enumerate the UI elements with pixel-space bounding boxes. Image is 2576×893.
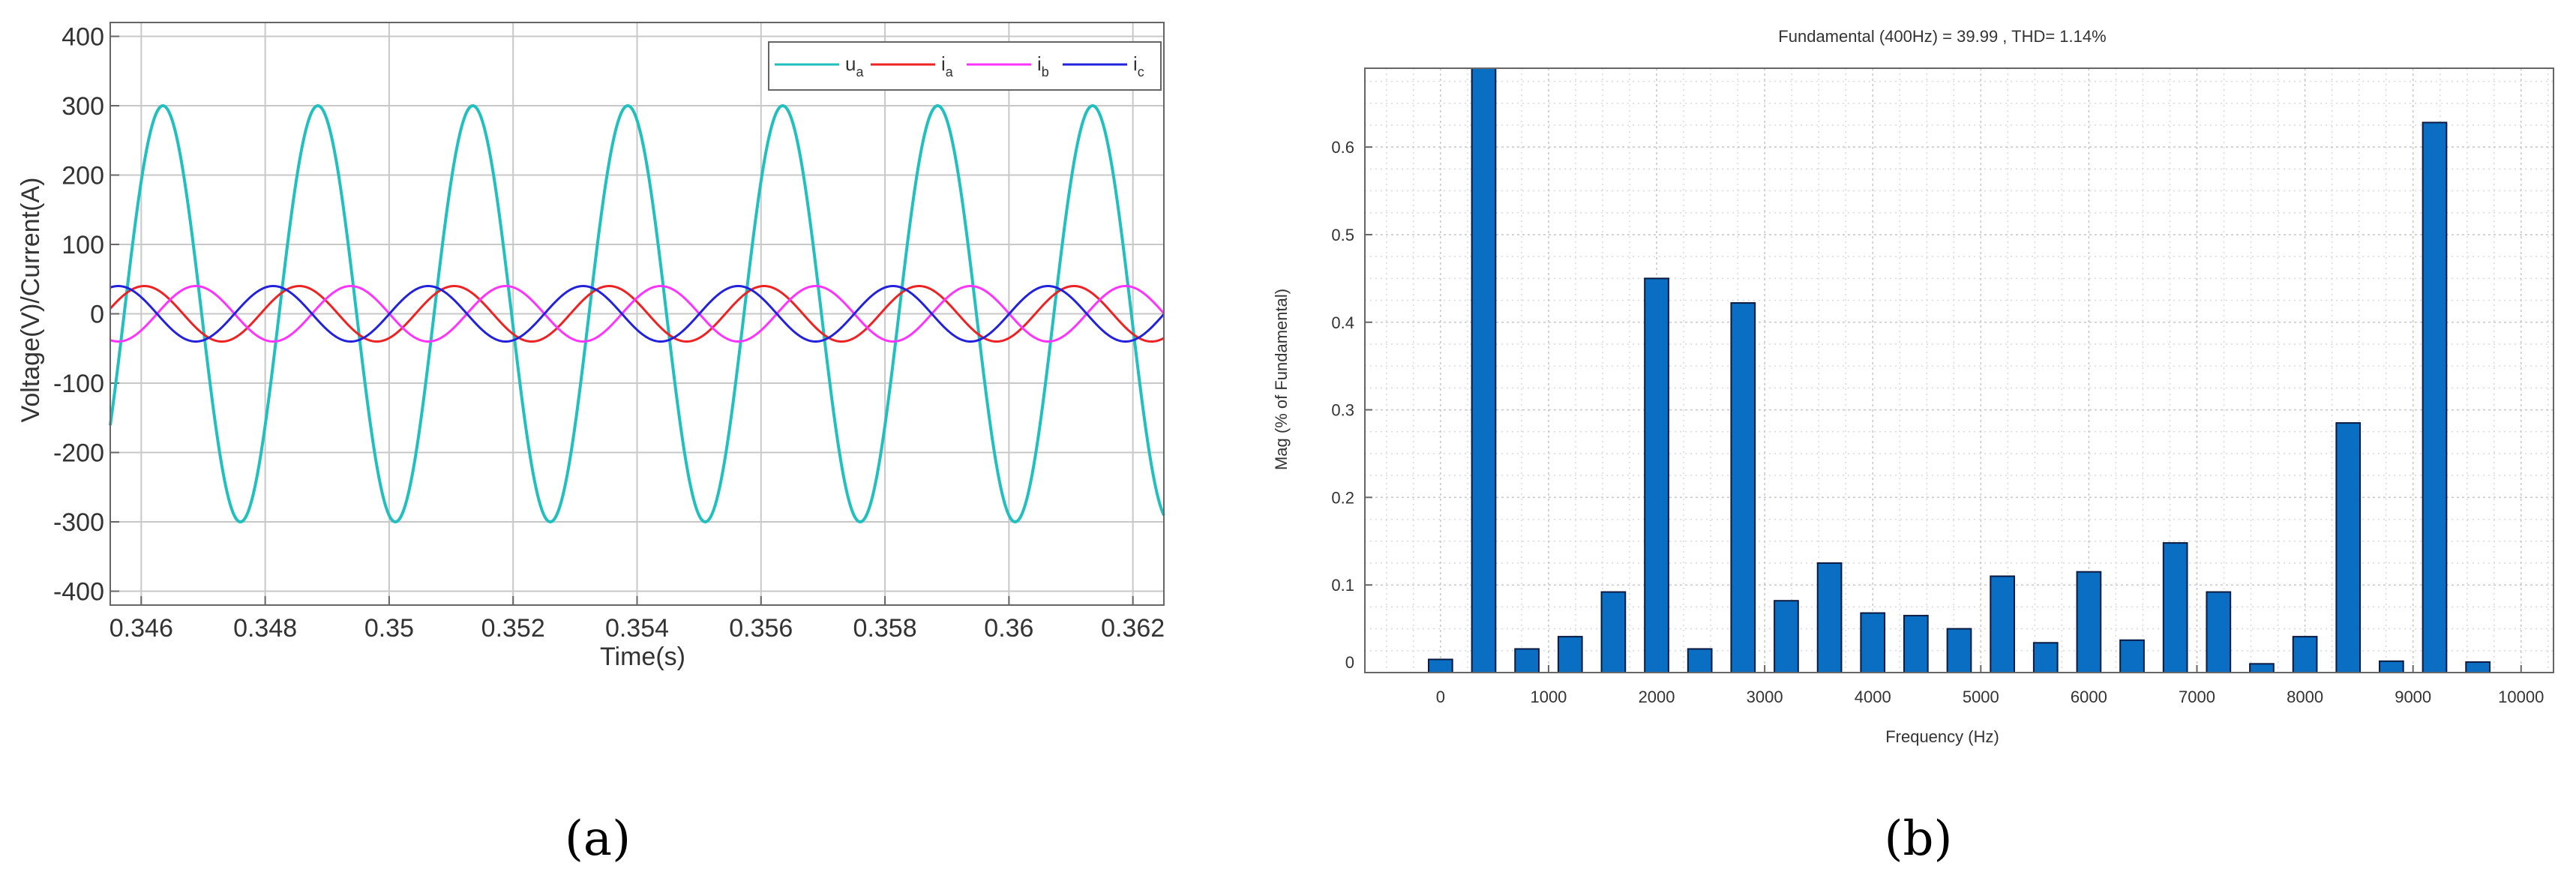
bar bbox=[1600, 591, 1627, 673]
bar bbox=[1471, 67, 1497, 673]
x-tick-label: 6000 bbox=[2071, 688, 2107, 706]
x-tick-label: 9000 bbox=[2395, 688, 2431, 706]
y-tick-label: 100 bbox=[61, 231, 104, 259]
x-tick-label: 10000 bbox=[2498, 688, 2544, 706]
x-tick-label: 5000 bbox=[1963, 688, 1999, 706]
bar bbox=[2335, 422, 2362, 674]
x-tick-label: 0.356 bbox=[729, 614, 793, 643]
bar bbox=[1946, 628, 1972, 673]
bar bbox=[2292, 636, 2318, 673]
y-tick-label: 0 bbox=[90, 301, 104, 329]
x-tick-label: 0.358 bbox=[853, 614, 917, 643]
y-tick-label: -100 bbox=[53, 370, 104, 398]
x-tick-label: 0.35 bbox=[364, 614, 414, 643]
y-tick-label: -300 bbox=[53, 508, 104, 537]
y-tick-label: 400 bbox=[61, 23, 104, 52]
bar bbox=[2206, 591, 2232, 673]
plot-frame bbox=[1364, 67, 2554, 673]
x-tick-label: 7000 bbox=[2179, 688, 2215, 706]
bar bbox=[2249, 663, 2275, 674]
bar bbox=[2119, 639, 2145, 674]
bar bbox=[1514, 648, 1540, 674]
panel-label-a: (a) bbox=[565, 811, 631, 867]
series-line-ua bbox=[109, 103, 1165, 524]
bar bbox=[1903, 615, 1929, 673]
tick-labels: 0.346 0.348 0.35 0.352 0.354 0.356 0.358 0.36 0.… bbox=[53, 23, 1165, 643]
x-tick-label: 0.352 bbox=[481, 614, 545, 643]
tick-labels: 0 1000 2000 3000 4000 5000 6000 7000 8000 9000 100… bbox=[1331, 138, 2544, 706]
x-tick-label: 0.354 bbox=[605, 614, 669, 643]
y-tick-label: -400 bbox=[53, 578, 104, 607]
y-tick-label: 200 bbox=[61, 162, 104, 190]
legend-box bbox=[768, 41, 1162, 91]
x-tick-label: 4000 bbox=[1855, 688, 1891, 706]
chart-title: Fundamental (400Hz) = 39.99 , THD= 1.14% bbox=[1778, 27, 2106, 46]
x-tick-label: 0.362 bbox=[1101, 614, 1165, 643]
x-tick-label: 1000 bbox=[1530, 688, 1567, 706]
bars bbox=[1428, 67, 2491, 674]
series-line-ic bbox=[109, 284, 1165, 343]
y-tick-label: 0.6 bbox=[1331, 138, 1354, 157]
waveform-chart: 0.346 0.348 0.35 0.352 0.354 0.356 0.358 0.36 0.… bbox=[16, 22, 1165, 671]
x-tick-label: 2000 bbox=[1639, 688, 1675, 706]
x-axis-label: Time(s) bbox=[600, 643, 685, 671]
bar bbox=[1990, 575, 2015, 674]
y-tick-label: 0 bbox=[1345, 653, 1354, 672]
x-tick-label: 0.348 bbox=[233, 614, 297, 643]
bar bbox=[2162, 542, 2188, 673]
y-tick-label: 300 bbox=[61, 92, 104, 121]
bar bbox=[1687, 648, 1713, 674]
bar bbox=[2076, 571, 2102, 674]
bar bbox=[1730, 302, 1756, 673]
y-tick-label: 0.1 bbox=[1331, 576, 1354, 595]
x-axis-label: Frequency (Hz) bbox=[1885, 727, 1999, 746]
grid bbox=[110, 22, 1164, 605]
x-tick-label: 3000 bbox=[1747, 688, 1783, 706]
y-axis-label: Mag (% of Fundamental) bbox=[1272, 289, 1291, 470]
bar bbox=[2379, 660, 2404, 674]
bar bbox=[1644, 277, 1669, 673]
y-tick-label: 0.2 bbox=[1331, 488, 1354, 507]
x-tick-label: 0 bbox=[1436, 688, 1445, 706]
bar bbox=[1774, 600, 1799, 673]
plot-frame bbox=[109, 22, 1165, 606]
x-tick-label: 0.346 bbox=[109, 614, 173, 643]
bar bbox=[1428, 658, 1453, 674]
bar bbox=[2422, 121, 2448, 673]
x-tick-label: 0.36 bbox=[984, 614, 1033, 643]
y-axis-label: Voltage(V)/Current(A) bbox=[16, 178, 45, 423]
y-tick-label: 0.5 bbox=[1331, 226, 1354, 244]
y-tick-label: -200 bbox=[53, 439, 104, 468]
panel-label-b: (b) bbox=[1885, 811, 1953, 867]
x-tick-label: 8000 bbox=[2287, 688, 2323, 706]
series-line-ib bbox=[109, 284, 1165, 343]
y-tick-label: 0.3 bbox=[1331, 401, 1354, 420]
series-lines bbox=[109, 103, 1165, 524]
bar bbox=[2032, 642, 2059, 673]
spectrum-chart: Fundamental (400Hz) = 39.99 , THD= 1.14%… bbox=[1272, 27, 2554, 746]
bar bbox=[1557, 636, 1583, 673]
y-tick-label: 0.4 bbox=[1331, 313, 1354, 332]
grid bbox=[1365, 68, 2554, 673]
bar bbox=[2465, 661, 2491, 673]
legend: ua ia ib ic bbox=[768, 41, 1162, 91]
bar bbox=[1860, 612, 1886, 673]
bar bbox=[1816, 562, 1843, 674]
